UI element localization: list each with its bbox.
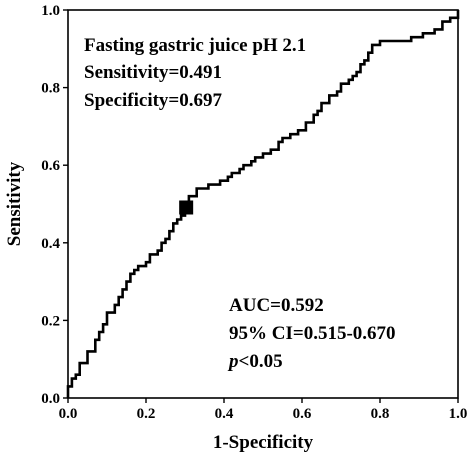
plot-frame: [67, 9, 459, 399]
x-tick-label: 0.6: [293, 406, 312, 422]
y-tick-label: 0.6: [41, 158, 60, 174]
annotation-sensitivity: Sensitivity=0.491: [84, 62, 222, 83]
annotation-title: Fasting gastric juice pH 2.1: [84, 35, 306, 56]
x-tick-label: 0.4: [215, 406, 234, 422]
p-symbol: p: [227, 351, 239, 372]
x-tick-label: 0.2: [137, 406, 156, 422]
p-threshold: <0.05: [239, 351, 283, 372]
x-axis-ticks: 0.0 0.2 0.4 0.6 0.8 1.0: [59, 398, 468, 422]
x-tick-label: 0.0: [59, 406, 78, 422]
y-axis-ticks: 0.0 0.2 0.4 0.6 0.8 1.0: [41, 3, 68, 407]
y-tick-label: 0.8: [41, 81, 60, 97]
x-tick-label: 0.8: [371, 406, 390, 422]
y-tick-label: 0.0: [41, 391, 60, 407]
annotation-p-value: p<0.05: [227, 351, 283, 372]
roc-curve: [66, 10, 460, 398]
annotation-specificity: Specificity=0.697: [84, 90, 223, 111]
cutoff-point-marker: [179, 200, 194, 215]
x-axis-title: 1-Specificity: [213, 432, 314, 453]
y-tick-label: 0.4: [41, 236, 60, 252]
y-tick-label: 1.0: [41, 3, 60, 19]
y-axis-title: Sensitivity: [4, 161, 25, 246]
annotation-auc: AUC=0.592: [229, 295, 324, 316]
y-tick-label: 0.2: [41, 313, 60, 329]
x-tick-label: 1.0: [449, 406, 468, 422]
annotation-ci: 95% CI=0.515-0.670: [229, 323, 396, 344]
